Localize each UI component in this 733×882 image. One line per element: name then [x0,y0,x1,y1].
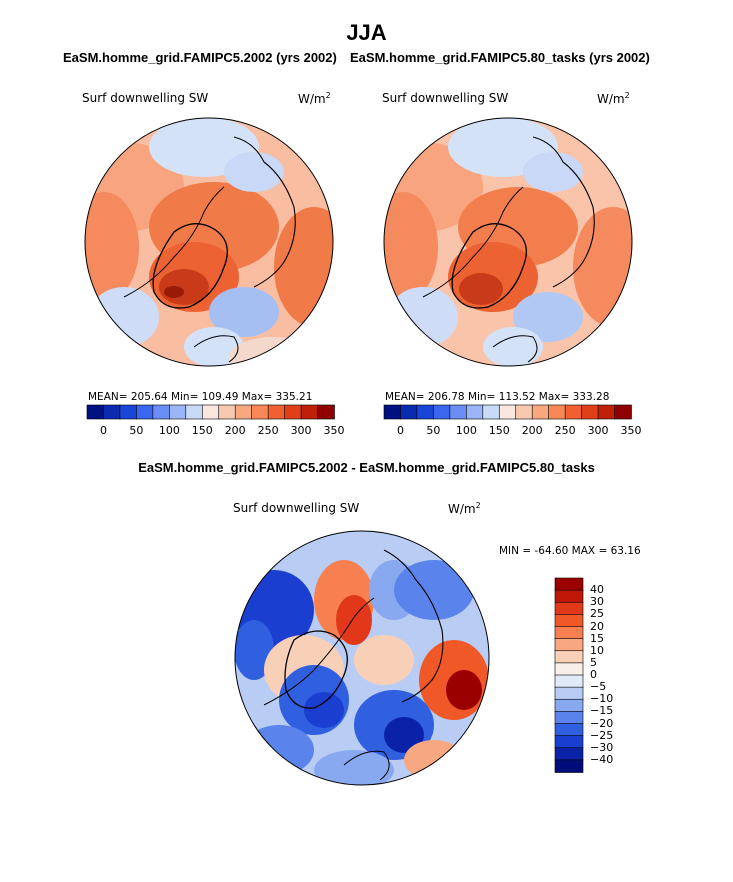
colorbar-swatch [482,404,501,420]
colorbar-swatch [515,404,533,420]
right-stats: MEAN= 206.78 Min= 113.52 Max= 333.28 [385,391,610,403]
colorbar-swatch [433,404,451,420]
colorbar-swatch [466,404,484,420]
colorbar-swatch [597,404,616,420]
colorbar-tick-label: −25 [590,728,614,742]
right-units-label: W/m2 [597,91,630,106]
diff-colorbar [554,577,584,773]
colorbar-swatch [554,589,584,604]
colorbar-swatch [554,735,584,749]
colorbar-swatch [554,711,584,725]
colorbar-swatch [554,662,584,676]
colorbar-swatch [554,626,584,640]
colorbar-swatch [136,404,154,420]
left-colorbar-ticks: 0 50 100 150 200 250 300 350 [87,424,345,438]
left-stats: MEAN= 205.64 Min= 109.49 Max= 335.21 [88,391,313,403]
colorbar-swatch [218,404,236,420]
diff-stats: MIN = -64.60 MAX = 63.16 [499,545,641,557]
colorbar-swatch [383,404,402,420]
right-colorbar-ticks: 0 50 100 150 200 250 300 350 [384,424,642,438]
colorbar-swatch [554,601,584,616]
colorbar-tick-label: −5 [590,680,607,694]
colorbar-tick-label: 50 [426,424,441,437]
colorbar-swatch [554,638,584,652]
left-colorbar [86,404,335,420]
colorbar-swatch [317,404,335,420]
colorbar-tick-label: 350 [323,424,345,437]
colorbar-tick-label: 40 [590,583,604,597]
right-colorbar [383,404,632,420]
colorbar-tick-label: 50 [129,424,144,437]
colorbar-swatch [581,404,599,420]
colorbar-swatch [267,404,286,420]
colorbar-tick-label: 30 [590,595,604,609]
colorbar-swatch [554,723,584,737]
colorbar-tick-label: 100 [158,424,180,437]
left-polar-map [84,117,334,367]
colorbar-tick-label: −40 [590,752,614,766]
colorbar-tick-label: 0 [590,668,597,681]
colorbar-swatch [554,614,584,628]
colorbar-swatch [169,404,187,420]
colorbar-swatch [400,404,418,420]
colorbar-tick-label: 250 [257,424,279,437]
colorbar-swatch [554,686,584,701]
colorbar-tick-label: −15 [590,704,614,718]
colorbar-tick-label: 15 [590,631,604,645]
colorbar-tick-label: 350 [620,424,642,437]
right-panel-subtitle: EaSM.homme_grid.FAMIPC5.80_tasks (yrs 20… [350,50,650,65]
colorbar-swatch [284,404,302,420]
right-variable-label: Surf downwelling SW [382,91,509,105]
colorbar-swatch [554,674,584,688]
diff-polar-map [234,530,490,786]
colorbar-tick-label: 25 [590,607,604,621]
colorbar-tick-label: 20 [590,619,604,633]
colorbar-tick-label: 300 [587,424,609,437]
colorbar-tick-label: 250 [554,424,576,437]
colorbar-swatch [119,404,138,420]
diff-units-label: W/m2 [448,501,481,516]
colorbar-swatch [554,577,584,591]
colorbar-tick-label: 150 [488,424,510,437]
colorbar-tick-label: 300 [290,424,312,437]
colorbar-swatch [548,404,566,420]
right-polar-map [383,117,633,367]
colorbar-swatch [185,404,204,420]
colorbar-tick-label: 200 [224,424,246,437]
colorbar-swatch [86,404,105,420]
colorbar-tick-label: 100 [455,424,477,437]
colorbar-swatch [554,650,584,664]
colorbar-swatch [531,404,550,420]
colorbar-tick-label: −20 [590,716,614,730]
colorbar-swatch [201,404,220,420]
colorbar-swatch [614,404,632,420]
colorbar-tick-label: −10 [590,692,614,706]
colorbar-tick-label: 200 [521,424,543,437]
diff-variable-label: Surf downwelling SW [233,501,360,515]
colorbar-tick-label: 10 [590,643,604,657]
colorbar-swatch [449,404,468,420]
colorbar-swatch [300,404,319,420]
diff-panel-subtitle: EaSM.homme_grid.FAMIPC5.2002 - EaSM.homm… [138,460,595,475]
colorbar-swatch [416,404,435,420]
colorbar-tick-label: 150 [191,424,213,437]
colorbar-swatch [152,404,171,420]
colorbar-tick-label: −30 [590,740,614,754]
colorbar-tick-label: 0 [99,424,107,437]
colorbar-swatch [554,747,584,761]
colorbar-swatch [251,404,269,420]
colorbar-swatch [554,698,584,713]
colorbar-swatch [234,404,253,420]
colorbar-swatch [103,404,121,420]
left-units-label: W/m2 [298,91,331,106]
colorbar-swatch [498,404,517,420]
colorbar-swatch [564,404,583,420]
diff-colorbar-ticks: 40 30 25 20 15 10 5 0 −5 −10 −15 −20 −25 −30 −40 [590,578,635,772]
colorbar-tick-label: 0 [396,424,404,437]
colorbar-tick-label: 5 [590,655,597,669]
left-panel-subtitle: EaSM.homme_grid.FAMIPC5.2002 (yrs 2002) [63,50,337,65]
left-variable-label: Surf downwelling SW [82,91,209,105]
figure-title: JJA [346,20,387,45]
colorbar-swatch [554,759,584,773]
